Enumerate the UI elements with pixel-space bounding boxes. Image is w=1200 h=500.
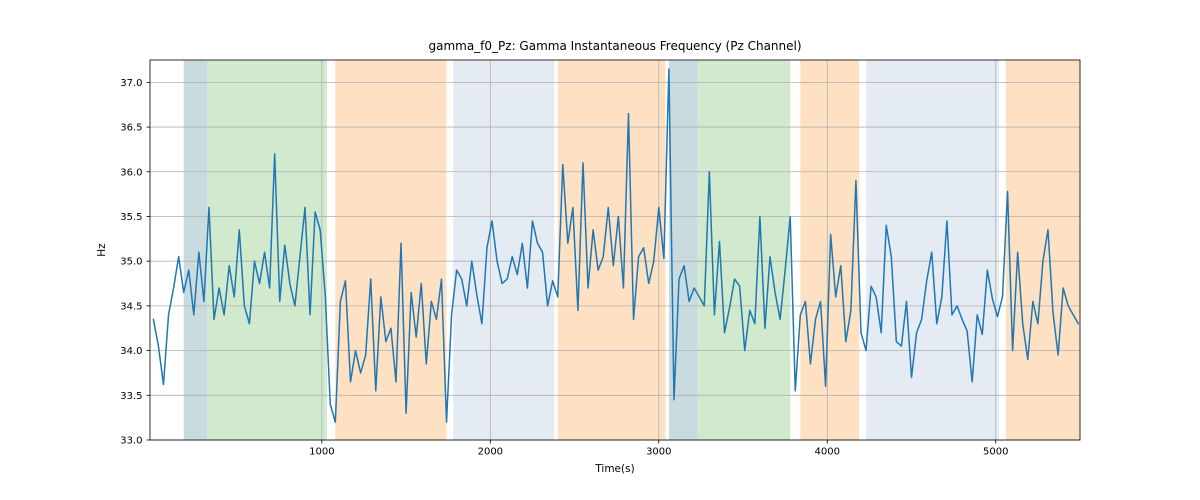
- x-tick-label: 5000: [983, 447, 1008, 458]
- y-tick-label: 33.0: [120, 436, 142, 447]
- x-tick-label: 1000: [309, 447, 334, 458]
- y-tick-label: 34.0: [120, 346, 142, 357]
- shaded-region: [184, 60, 208, 440]
- y-tick-label: 34.5: [120, 301, 142, 312]
- y-tick-label: 36.0: [120, 167, 142, 178]
- chart-container: 1000 2000 3000 4000 5000 33.0 33.5 34.0 34.5 35.0…: [0, 0, 1200, 500]
- x-tick-label: 3000: [646, 447, 671, 458]
- shaded-region: [1006, 60, 1080, 440]
- shaded-region: [335, 60, 446, 440]
- y-axis-label: Hz: [96, 243, 108, 257]
- y-tick-label: 36.5: [120, 123, 142, 134]
- shaded-region: [866, 60, 999, 440]
- x-tick-label: 2000: [478, 447, 503, 458]
- y-tick-label: 33.5: [120, 391, 142, 402]
- y-tick-label: 37.0: [120, 78, 142, 89]
- shaded-region: [453, 60, 554, 440]
- shaded-region: [207, 60, 327, 440]
- x-axis-label: Time(s): [594, 463, 634, 475]
- eeg-line-chart: 1000 2000 3000 4000 5000 33.0 33.5 34.0 34.5 35.0…: [0, 0, 1200, 500]
- y-tick-label: 35.5: [120, 212, 142, 223]
- x-tick-label: 4000: [815, 447, 840, 458]
- y-tick-label: 35.0: [120, 257, 142, 268]
- chart-title: gamma_f0_Pz: Gamma Instantaneous Frequen…: [428, 39, 801, 53]
